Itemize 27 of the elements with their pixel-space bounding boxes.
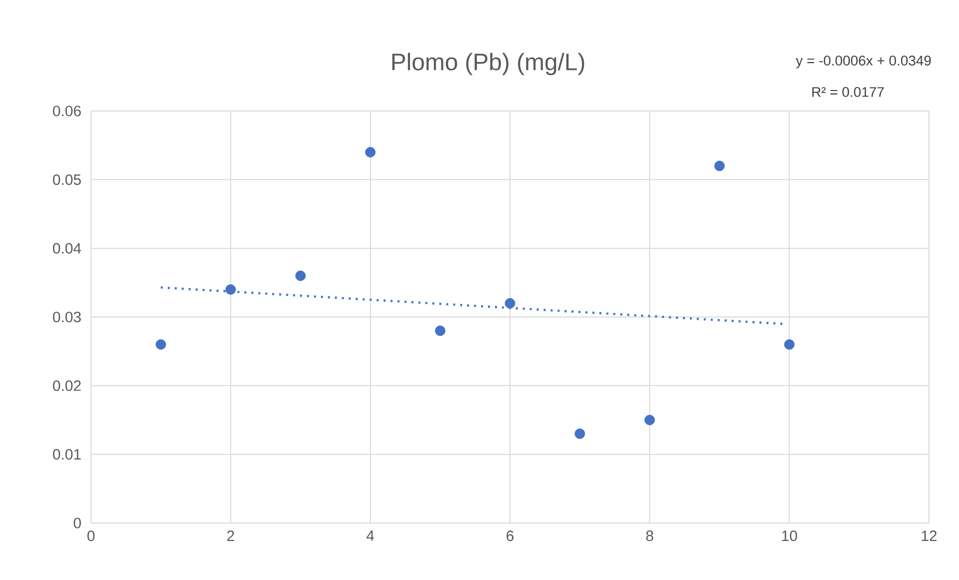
text: R² = 0.0177	[812, 87, 884, 97]
y-tick-label: 0.05	[52, 174, 81, 185]
x-tick-label: 6	[506, 530, 514, 542]
x-tick-label: 0	[87, 530, 95, 542]
x-tick-label: 12	[922, 530, 937, 541]
point	[365, 146, 376, 158]
x-tick-label: 8	[646, 530, 654, 542]
point	[504, 298, 516, 308]
x-tick-label: 2	[227, 530, 234, 541]
point	[644, 414, 655, 426]
y-tick-label: 0.01	[52, 449, 81, 460]
x-tick-label: 10	[782, 530, 798, 542]
point	[225, 284, 236, 295]
y-tick-label: 0.04	[52, 243, 82, 254]
y-tick-label: 0.06	[52, 106, 81, 116]
point	[714, 160, 725, 172]
chart-title: Plomo (Pb) (mg/L)	[392, 52, 584, 76]
point	[295, 270, 306, 281]
point	[574, 428, 586, 439]
y-tick-label: 0	[74, 518, 81, 528]
point	[156, 339, 166, 350]
y-tick-label: 0.02	[52, 380, 81, 391]
x-tick-label: 4	[366, 530, 374, 541]
y-tick-label: 0.03	[52, 312, 81, 322]
point	[434, 326, 446, 336]
point	[784, 339, 795, 350]
text: y = -0.0006x + 0.0349	[796, 56, 931, 68]
